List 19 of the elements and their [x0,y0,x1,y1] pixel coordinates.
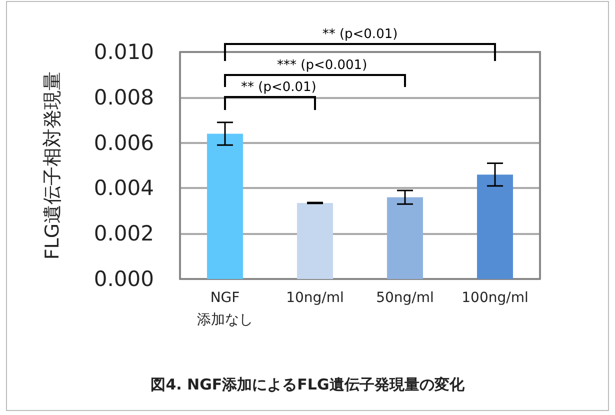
annotation: *** (p<0.001) [277,58,368,73]
y-tick-label: 0.010 [94,40,154,64]
bar [207,134,243,279]
text: ** (p<0.01) [322,27,398,42]
x-tick-label: 10ng/ml [286,290,344,306]
x-tick-label: 50ng/ml [376,290,434,306]
y-tick-label: 0.004 [94,176,154,200]
x-tick-label: NGF 添加なし [197,290,253,328]
y-tick-label: 0.002 [94,222,154,246]
bar [297,202,333,279]
bar [387,197,423,279]
text: 図4. NGF添加によるFLG遺伝子発現量の変化 [150,376,466,394]
bar [477,174,513,279]
y-tick-label: 0.000 [94,267,154,291]
annotation: ** (p<0.01) [241,80,316,95]
y-tick-label: 0.006 [94,130,154,155]
y-tick-label: 0.008 [94,85,154,110]
x-tick-label: 100ng/ml [462,290,528,306]
y-axis-title: FLG遺伝子相対発現量 [42,71,64,260]
